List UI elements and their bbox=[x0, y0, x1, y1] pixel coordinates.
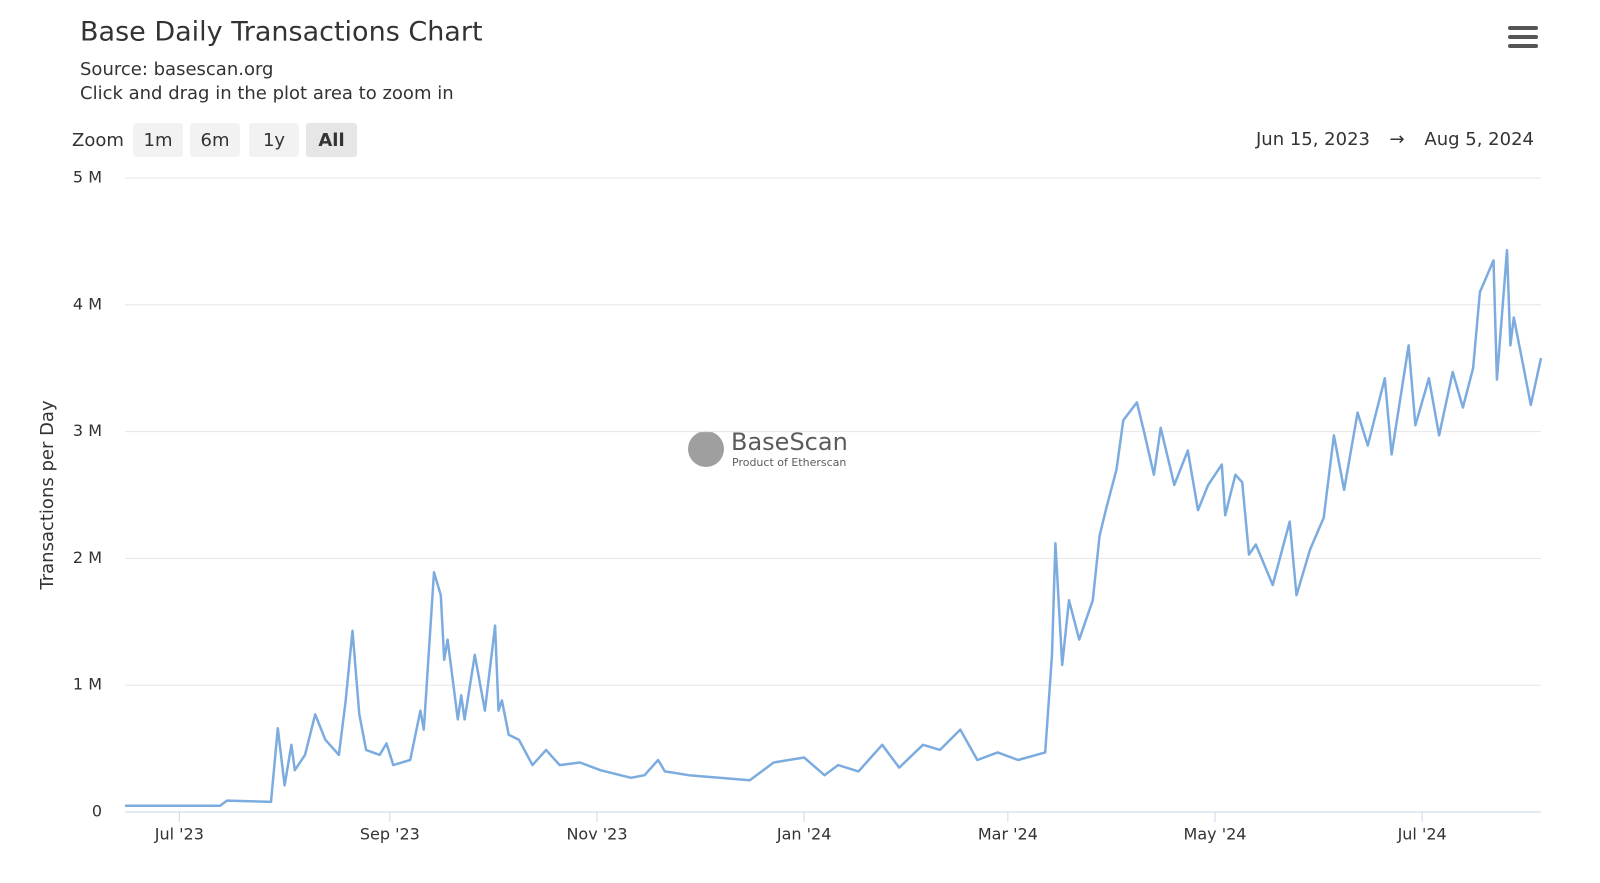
x-tick-label: Sep '23 bbox=[360, 825, 420, 844]
zoom-button-label: All bbox=[318, 130, 344, 151]
zoom-button[interactable]: 1y bbox=[249, 123, 299, 157]
y-tick-label: 0 bbox=[92, 802, 102, 821]
x-tick-label: Jul '23 bbox=[154, 825, 204, 844]
y-tick-label: 5 M bbox=[73, 168, 102, 187]
data-line bbox=[125, 249, 1543, 807]
menu-bar bbox=[1508, 35, 1538, 39]
chart-title: Base Daily Transactions Chart bbox=[80, 17, 483, 48]
zoom-button[interactable]: 6m bbox=[190, 123, 240, 157]
watermark-logo bbox=[688, 431, 724, 467]
y-tick-label: 2 M bbox=[73, 548, 102, 567]
menu-bar bbox=[1508, 44, 1538, 48]
zoom-button-bg bbox=[190, 123, 240, 157]
menu-bar bbox=[1508, 26, 1538, 30]
zoom-button-label: 1m bbox=[144, 130, 173, 151]
y-axis-title: Transactions per Day bbox=[37, 400, 58, 591]
zoom-hint: Click and drag in the plot area to zoom … bbox=[80, 83, 454, 104]
zoom-button-label: 6m bbox=[201, 130, 230, 151]
menu-button[interactable] bbox=[1508, 26, 1538, 48]
x-tick-label: May '24 bbox=[1184, 825, 1247, 844]
y-tick-label: 3 M bbox=[73, 421, 102, 440]
y-tick-label: 1 M bbox=[73, 675, 102, 694]
range-to[interactable]: Aug 5, 2024 bbox=[1424, 129, 1534, 150]
zoom-button-label: 1y bbox=[263, 130, 285, 151]
watermark-tagline: Product of Etherscan bbox=[732, 456, 846, 469]
zoom-button-bg bbox=[133, 123, 183, 157]
x-tick-label: Mar '24 bbox=[978, 825, 1038, 844]
zoom-button-bg bbox=[306, 123, 357, 157]
range-from[interactable]: Jun 15, 2023 bbox=[1255, 129, 1370, 150]
x-tick-label: Nov '23 bbox=[566, 825, 627, 844]
x-tick-label: Jul '24 bbox=[1397, 825, 1447, 844]
range-arrow: → bbox=[1389, 129, 1404, 150]
zoom-button[interactable]: All bbox=[306, 123, 357, 157]
watermark-name: BaseScan bbox=[731, 428, 848, 456]
chart-subtitle: Source: basescan.org bbox=[80, 59, 273, 80]
watermark: BaseScan Product of Etherscan bbox=[688, 428, 848, 469]
x-tick-label: Jan '24 bbox=[776, 825, 832, 844]
y-tick-label: 4 M bbox=[73, 294, 102, 313]
zoom-button-bg bbox=[249, 123, 299, 157]
zoom-button[interactable]: 1m bbox=[133, 123, 183, 157]
zoom-label: Zoom bbox=[72, 130, 124, 151]
